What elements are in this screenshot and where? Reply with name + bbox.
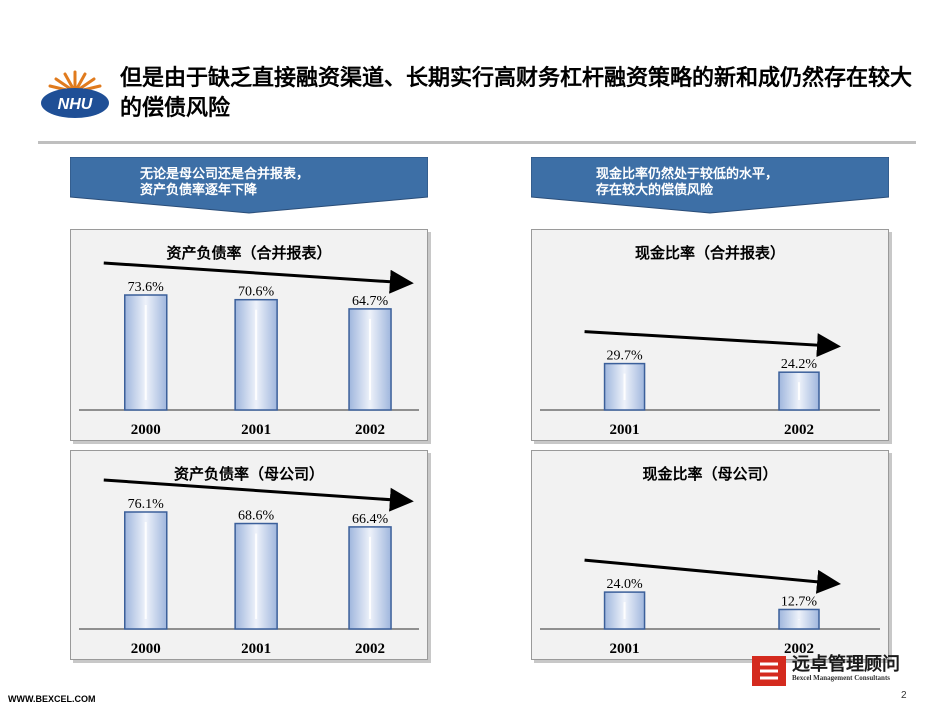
data-label-2001: 68.6%: [238, 509, 275, 524]
data-label-2000: 73.6%: [128, 280, 165, 295]
category-label-2002: 2002: [784, 422, 814, 438]
chart-svg: 资产负债率（母公司） 76.1% 2000 68.6% 2001 66.4% 2002: [79, 465, 419, 657]
callout-left-text: 无论是母公司还是合并报表， 资产负债率逐年下降: [140, 167, 310, 198]
trend-arrow: [103, 478, 414, 512]
category-label-2002: 2002: [784, 641, 814, 657]
trend-arrow: [103, 261, 414, 294]
data-label-2001: 29.7%: [606, 349, 643, 364]
website-url[interactable]: WWW.BEXCEL.COM: [8, 694, 96, 704]
chart-panel-parent-cash-ratio: 现金比率（母公司） 24.0% 2001 12.7% 2002: [531, 450, 889, 660]
chart-svg: 现金比率（母公司） 24.0% 2001 12.7% 2002: [540, 465, 880, 657]
chart-title: 现金比率（母公司）: [642, 465, 777, 483]
category-label-2001: 2001: [610, 422, 640, 438]
brand-subtitle: Bexcel Management Consultants: [792, 674, 890, 682]
data-label-2000: 76.1%: [128, 497, 165, 512]
brand-name: 远卓管理顾问: [792, 654, 900, 675]
chart-panel-parent-debt-ratio: 资产负债率（母公司） 76.1% 2000 68.6% 2001 66.4% 2002: [70, 450, 428, 660]
logo-text: NHU: [58, 96, 93, 113]
data-label-2002: 24.2%: [781, 357, 818, 372]
category-label-2000: 2000: [131, 422, 161, 438]
category-label-2001: 2001: [241, 422, 271, 438]
category-label-2002: 2002: [355, 422, 385, 438]
data-label-2002: 66.4%: [352, 512, 389, 527]
data-label-2002: 12.7%: [781, 594, 818, 609]
callout-right-text: 现金比率仍然处于较低的水平， 存在较大的偿债风险: [596, 167, 779, 198]
callout-right: 现金比率仍然处于较低的水平， 存在较大的偿债风险: [531, 157, 889, 215]
chart-panel-consolidated-cash-ratio: 现金比率（合并报表） 29.7% 2001 24.2% 2002: [531, 229, 889, 441]
brand-mark-icon: [752, 656, 786, 686]
data-label-2002: 64.7%: [352, 294, 389, 309]
data-label-2001: 70.6%: [238, 285, 275, 300]
chart-svg: 现金比率（合并报表） 29.7% 2001 24.2% 2002: [540, 244, 880, 438]
trend-arrow: [584, 558, 841, 594]
page-title: 但是由于缺乏直接融资渠道、长期实行高财务杠杆融资策略的新和成仍然存在较大的偿债风…: [120, 66, 913, 121]
company-logo: NHU: [40, 68, 110, 124]
chart-svg: 资产负债率（合并报表） 73.6% 2000 70.6% 2001 64.7% 2002: [79, 244, 419, 438]
callout-left: 无论是母公司还是合并报表， 资产负债率逐年下降: [70, 157, 428, 215]
chart-title: 资产负债率（母公司）: [174, 465, 324, 483]
consultancy-brand: 远卓管理顾问 Bexcel Management Consultants: [752, 654, 942, 688]
chart-title: 现金比率（合并报表）: [635, 244, 785, 262]
chart-panel-consolidated-debt-ratio: 资产负债率（合并报表） 73.6% 2000 70.6% 2001 64.7% 2002: [70, 229, 428, 441]
category-label-2002: 2002: [355, 641, 385, 657]
trend-arrow: [584, 330, 841, 358]
chart-title: 资产负债率（合并报表）: [166, 244, 331, 262]
data-label-2001: 24.0%: [606, 577, 643, 592]
category-label-2000: 2000: [131, 641, 161, 657]
category-label-2001: 2001: [610, 641, 640, 657]
title-divider: [38, 141, 916, 144]
category-label-2001: 2001: [241, 641, 271, 657]
page-number: 2: [901, 690, 907, 701]
